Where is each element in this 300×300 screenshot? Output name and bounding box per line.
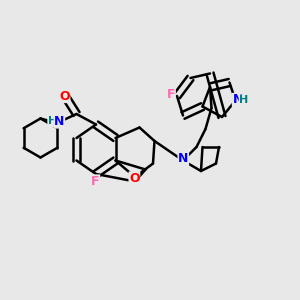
Text: H: H (239, 95, 248, 105)
Text: O: O (59, 89, 70, 103)
Text: F: F (167, 88, 175, 101)
Text: H: H (48, 116, 57, 127)
Text: O: O (59, 89, 70, 103)
Text: F: F (91, 175, 100, 188)
Text: F: F (91, 175, 100, 188)
Text: F: F (167, 88, 175, 101)
Text: N: N (232, 93, 243, 106)
Text: N: N (232, 93, 243, 106)
Text: N: N (54, 115, 64, 128)
Text: N: N (178, 152, 188, 166)
Text: H: H (239, 95, 248, 105)
Text: N: N (54, 115, 64, 128)
Text: O: O (129, 172, 140, 185)
Text: O: O (129, 172, 140, 185)
Text: N: N (178, 152, 188, 166)
Text: H: H (48, 116, 57, 127)
